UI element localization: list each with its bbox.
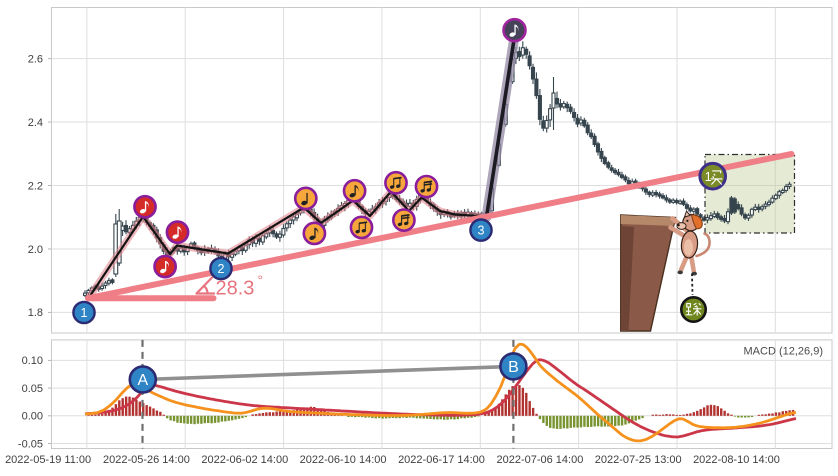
svg-text:2022-06-10 14:00: 2022-06-10 14:00	[300, 454, 387, 466]
svg-text:3: 3	[478, 223, 485, 237]
svg-text:B: B	[508, 359, 519, 376]
svg-text:1: 1	[705, 170, 712, 184]
svg-text:2022-07-06 14:00: 2022-07-06 14:00	[496, 454, 583, 466]
svg-text:-0.05: -0.05	[18, 438, 43, 450]
svg-text:2022-06-17 14:00: 2022-06-17 14:00	[398, 454, 485, 466]
svg-text:0.05: 0.05	[22, 383, 43, 395]
svg-text:2: 2	[218, 262, 225, 276]
svg-text:°: °	[258, 272, 264, 288]
svg-text:2.4: 2.4	[28, 117, 43, 129]
svg-text:2022-06-02 14:00: 2022-06-02 14:00	[201, 454, 288, 466]
svg-text:2.2: 2.2	[28, 180, 43, 192]
svg-text:MACD (12,26,9): MACD (12,26,9)	[744, 346, 823, 358]
svg-text:2022-05-19 11:00: 2022-05-19 11:00	[5, 454, 91, 466]
svg-text:1.8: 1.8	[28, 307, 43, 319]
svg-text:2022-07-25 13:00: 2022-07-25 13:00	[595, 454, 682, 466]
svg-text:2022-05-26 14:00: 2022-05-26 14:00	[103, 454, 190, 466]
svg-text:28.3: 28.3	[216, 278, 255, 300]
svg-text:2.0: 2.0	[28, 244, 43, 256]
svg-text:0.00: 0.00	[22, 411, 43, 423]
svg-text:2.6: 2.6	[28, 53, 43, 65]
svg-text:1: 1	[81, 306, 88, 320]
svg-text:A: A	[137, 372, 148, 389]
svg-text:0.10: 0.10	[22, 355, 43, 367]
svg-text:2022-08-10 14:00: 2022-08-10 14:00	[693, 454, 780, 466]
